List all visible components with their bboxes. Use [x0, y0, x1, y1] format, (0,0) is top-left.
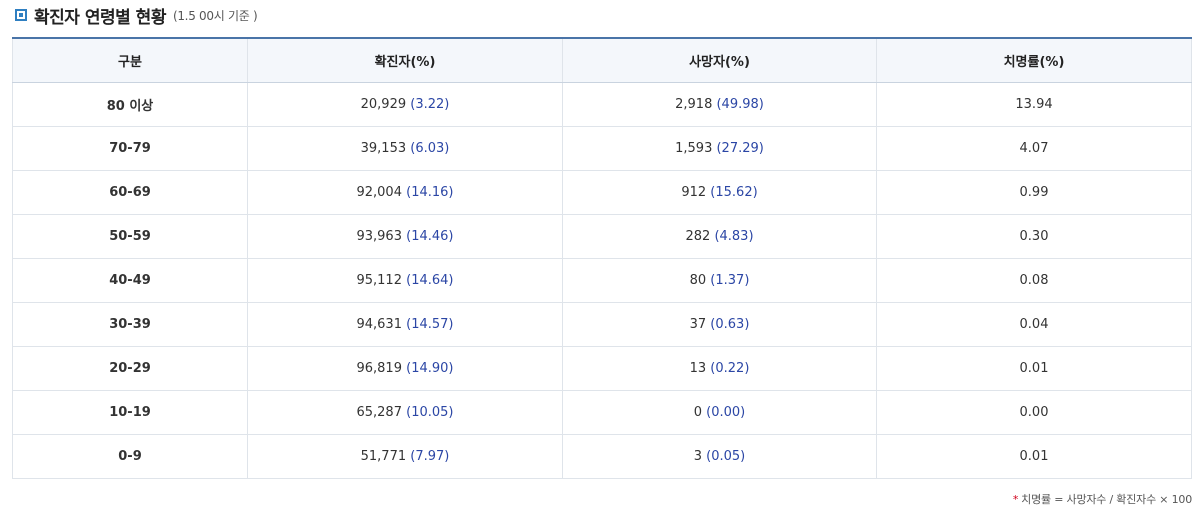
table-row: 40-49 95,112 (14.64) 80 (1.37) 0.08 — [12, 258, 1192, 303]
cases-cell: 51,771 (7.97) — [247, 434, 563, 479]
cases-cell: 95,112 (14.64) — [247, 258, 563, 303]
fatality-rate-cell: 0.01 — [876, 346, 1192, 391]
deaths-count: 80 — [689, 273, 707, 288]
deaths-count: 37 — [689, 317, 707, 332]
column-header-deaths: 사망자(%) — [562, 38, 877, 83]
deaths-cell: 282 (4.83) — [562, 214, 877, 259]
fatality-rate-cell: 0.99 — [876, 170, 1192, 215]
cases-cell: 93,963 (14.46) — [247, 214, 563, 259]
fatality-rate-cell: 0.08 — [876, 258, 1192, 303]
column-header-fatality: 치명률(%) — [876, 38, 1192, 83]
footnote-star: * — [1012, 493, 1019, 506]
table-row: 50-59 93,963 (14.46) 282 (4.83) 0.30 — [12, 214, 1192, 259]
table-row: 80 이상 20,929 (3.22) 2,918 (49.98) 13.94 — [12, 82, 1192, 127]
age-group-cell: 50-59 — [12, 214, 248, 259]
table-row: 10-19 65,287 (10.05) 0 (0.00) 0.00 — [12, 390, 1192, 435]
cases-count: 39,153 — [360, 141, 407, 156]
table-row: 0-9 51,771 (7.97) 3 (0.05) 0.01 — [12, 434, 1192, 479]
cases-count: 93,963 — [356, 229, 402, 244]
deaths-cell: 13 (0.22) — [562, 346, 877, 391]
cases-percent: (3.22) — [410, 97, 450, 112]
deaths-percent: (27.29) — [716, 141, 764, 156]
age-stats-table: 구분 확진자(%) 사망자(%) 치명률(%) 80 이상 20,929 (3.2… — [12, 37, 1192, 479]
column-header-category: 구분 — [12, 38, 248, 83]
cases-percent: (14.64) — [406, 273, 454, 288]
deaths-percent: (49.98) — [716, 97, 764, 112]
deaths-count: 1,593 — [675, 141, 713, 156]
table-row: 30-39 94,631 (14.57) 37 (0.63) 0.04 — [12, 302, 1192, 347]
deaths-cell: 37 (0.63) — [562, 302, 877, 347]
fatality-rate-cell: 0.01 — [876, 434, 1192, 479]
cases-count: 51,771 — [360, 449, 407, 464]
fatality-rate-cell: 0.04 — [876, 302, 1192, 347]
age-group-cell: 70-79 — [12, 126, 248, 171]
age-group-cell: 0-9 — [12, 434, 248, 479]
deaths-percent: (15.62) — [710, 185, 758, 200]
cases-cell: 20,929 (3.22) — [247, 82, 563, 127]
fatality-rate-cell: 0.00 — [876, 390, 1192, 435]
table-row: 20-29 96,819 (14.90) 13 (0.22) 0.01 — [12, 346, 1192, 391]
cases-cell: 94,631 (14.57) — [247, 302, 563, 347]
table-row: 60-69 92,004 (14.16) 912 (15.62) 0.99 — [12, 170, 1192, 215]
cases-cell: 96,819 (14.90) — [247, 346, 563, 391]
deaths-cell: 80 (1.37) — [562, 258, 877, 303]
table-row: 70-79 39,153 (6.03) 1,593 (27.29) 4.07 — [12, 126, 1192, 171]
section-date-note: (1.5 00시 기준 ) — [172, 8, 258, 23]
age-group-cell: 80 이상 — [12, 82, 248, 127]
deaths-cell: 912 (15.62) — [562, 170, 877, 215]
fatality-footnote: * 치명률 = 사망자수 / 확진자수 × 100 — [1013, 491, 1192, 507]
deaths-percent: (0.22) — [710, 361, 750, 376]
deaths-count: 282 — [685, 229, 711, 244]
cases-count: 65,287 — [356, 405, 402, 420]
column-header-cases: 확진자(%) — [247, 38, 563, 83]
deaths-count: 3 — [693, 449, 703, 464]
cases-cell: 65,287 (10.05) — [247, 390, 563, 435]
deaths-count: 912 — [681, 185, 707, 200]
deaths-cell: 1,593 (27.29) — [562, 126, 877, 171]
cases-percent: (14.46) — [406, 229, 454, 244]
deaths-cell: 0 (0.00) — [562, 390, 877, 435]
deaths-percent: (1.37) — [710, 273, 750, 288]
cases-percent: (10.05) — [406, 405, 454, 420]
age-group-cell: 10-19 — [12, 390, 248, 435]
cases-percent: (14.16) — [406, 185, 454, 200]
section-title: 확진자 연령별 현황 — [34, 7, 166, 28]
table-header-row: 구분 확진자(%) 사망자(%) 치명률(%) — [12, 38, 1192, 83]
cases-percent: (14.90) — [406, 361, 454, 376]
fatality-rate-cell: 4.07 — [876, 126, 1192, 171]
deaths-count: 0 — [693, 405, 703, 420]
deaths-count: 13 — [689, 361, 707, 376]
deaths-percent: (0.63) — [710, 317, 750, 332]
cases-count: 95,112 — [356, 273, 402, 288]
age-group-cell: 30-39 — [12, 302, 248, 347]
footnote-text: 치명률 = 사망자수 / 확진자수 × 100 — [1021, 493, 1192, 506]
cases-percent: (14.57) — [406, 317, 454, 332]
deaths-cell: 2,918 (49.98) — [562, 82, 877, 127]
age-group-cell: 40-49 — [12, 258, 248, 303]
deaths-percent: (0.05) — [706, 449, 746, 464]
cases-count: 94,631 — [356, 317, 402, 332]
cases-count: 20,929 — [360, 97, 407, 112]
cases-percent: (7.97) — [410, 449, 450, 464]
section-header: 확진자 연령별 현황 (1.5 00시 기준 ) — [15, 2, 258, 28]
deaths-count: 2,918 — [675, 97, 713, 112]
deaths-percent: (0.00) — [706, 405, 746, 420]
age-group-cell: 20-29 — [12, 346, 248, 391]
cases-percent: (6.03) — [410, 141, 450, 156]
square-bullet-icon — [15, 9, 27, 21]
cases-cell: 92,004 (14.16) — [247, 170, 563, 215]
fatality-rate-cell: 13.94 — [876, 82, 1192, 127]
cases-count: 92,004 — [356, 185, 402, 200]
cases-count: 96,819 — [356, 361, 402, 376]
deaths-cell: 3 (0.05) — [562, 434, 877, 479]
deaths-percent: (4.83) — [714, 229, 754, 244]
cases-cell: 39,153 (6.03) — [247, 126, 563, 171]
fatality-rate-cell: 0.30 — [876, 214, 1192, 259]
age-group-cell: 60-69 — [12, 170, 248, 215]
